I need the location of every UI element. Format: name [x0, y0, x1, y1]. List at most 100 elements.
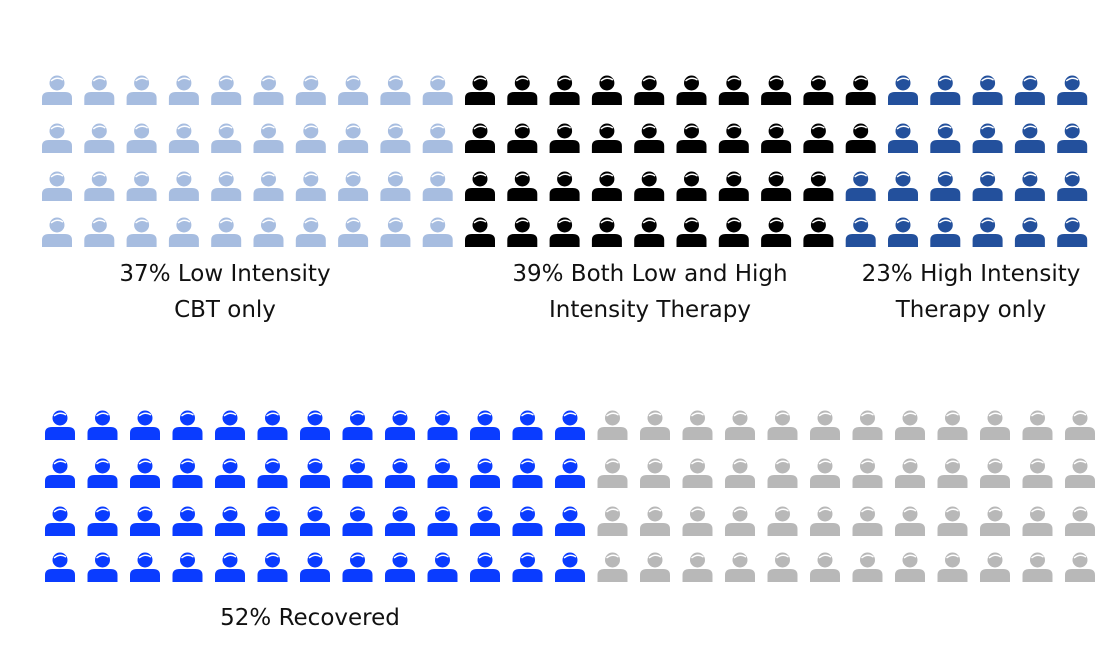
label-high-intensity: 23% High Intensity Therapy only	[861, 261, 1081, 323]
person-icon	[634, 171, 665, 201]
person-icon	[126, 217, 157, 247]
person-icon	[852, 410, 883, 440]
person-icon	[380, 171, 411, 201]
person-icon	[767, 552, 798, 582]
person-icon	[422, 75, 453, 105]
person-icon	[803, 171, 834, 201]
person-icon	[972, 217, 1003, 247]
person-icon	[87, 458, 118, 488]
person-icon	[380, 217, 411, 247]
person-icon	[1022, 410, 1053, 440]
person-icon	[470, 458, 500, 488]
person-icon	[211, 123, 242, 153]
person-icon	[1022, 506, 1053, 536]
person-icon	[422, 217, 453, 247]
person-icon	[295, 171, 326, 201]
person-icon	[215, 552, 245, 582]
person-icon	[470, 506, 500, 536]
person-icon	[385, 506, 415, 536]
person-icon	[555, 410, 585, 440]
person-icon	[591, 171, 622, 201]
person-icon	[1022, 552, 1053, 582]
person-icon	[725, 458, 755, 488]
person-icon	[253, 75, 284, 105]
person-icon	[767, 410, 798, 440]
person-icon	[342, 458, 373, 488]
person-icon	[845, 75, 876, 105]
person-icon	[597, 458, 628, 488]
person-icon	[470, 410, 500, 440]
person-icon	[810, 458, 840, 488]
person-icon	[385, 552, 415, 582]
person-icon	[810, 506, 840, 536]
person-icon	[427, 458, 458, 488]
person-icon	[682, 458, 713, 488]
person-icon	[338, 123, 369, 153]
person-icon	[300, 506, 330, 536]
person-icon	[338, 217, 369, 247]
therapy-type-pictogram	[42, 75, 1088, 247]
person-icon	[168, 217, 199, 247]
person-icon	[761, 171, 792, 201]
person-icon	[682, 552, 713, 582]
person-icon	[676, 217, 707, 247]
person-icon	[385, 410, 415, 440]
person-icon	[130, 552, 160, 582]
person-icon	[168, 75, 199, 105]
person-icon	[422, 123, 453, 153]
label-recovered: 52% Recovered	[220, 605, 400, 631]
person-icon	[42, 123, 72, 153]
person-icon	[676, 75, 707, 105]
person-icon	[937, 458, 968, 488]
person-icon	[682, 410, 713, 440]
person-icon	[640, 506, 670, 536]
person-icon	[810, 410, 840, 440]
person-icon	[555, 458, 585, 488]
person-icon	[676, 123, 707, 153]
person-icon	[972, 171, 1003, 201]
person-icon	[257, 410, 288, 440]
person-icon	[895, 458, 925, 488]
person-icon	[888, 75, 918, 105]
person-icon	[168, 171, 199, 201]
person-icon	[84, 75, 115, 105]
person-icon	[852, 506, 883, 536]
person-icon	[549, 123, 580, 153]
person-icon	[253, 217, 284, 247]
person-icon	[888, 217, 918, 247]
person-icon	[930, 123, 961, 153]
recovery-pictogram	[45, 410, 1095, 582]
person-icon	[465, 123, 495, 153]
person-icon	[300, 458, 330, 488]
person-icon	[507, 171, 538, 201]
person-icon	[591, 123, 622, 153]
person-icon	[507, 75, 538, 105]
person-icon	[512, 410, 543, 440]
person-icon	[888, 171, 918, 201]
person-icon	[87, 506, 118, 536]
person-icon	[342, 506, 373, 536]
person-icon	[84, 123, 115, 153]
person-icon	[1057, 217, 1088, 247]
person-icon	[640, 410, 670, 440]
person-icon	[852, 552, 883, 582]
person-icon	[385, 458, 415, 488]
person-icon	[126, 75, 157, 105]
person-icon	[257, 552, 288, 582]
person-icon	[215, 506, 245, 536]
person-icon	[930, 171, 961, 201]
person-icon	[930, 75, 961, 105]
person-icon	[718, 217, 749, 247]
person-icon	[845, 171, 876, 201]
person-icon	[422, 171, 453, 201]
person-icon	[640, 458, 670, 488]
person-icon	[718, 75, 749, 105]
person-icon	[980, 506, 1010, 536]
person-icon	[980, 458, 1010, 488]
person-icon	[803, 217, 834, 247]
person-icon	[42, 171, 72, 201]
person-icon	[512, 458, 543, 488]
person-icon	[1065, 458, 1095, 488]
person-icon	[172, 506, 203, 536]
